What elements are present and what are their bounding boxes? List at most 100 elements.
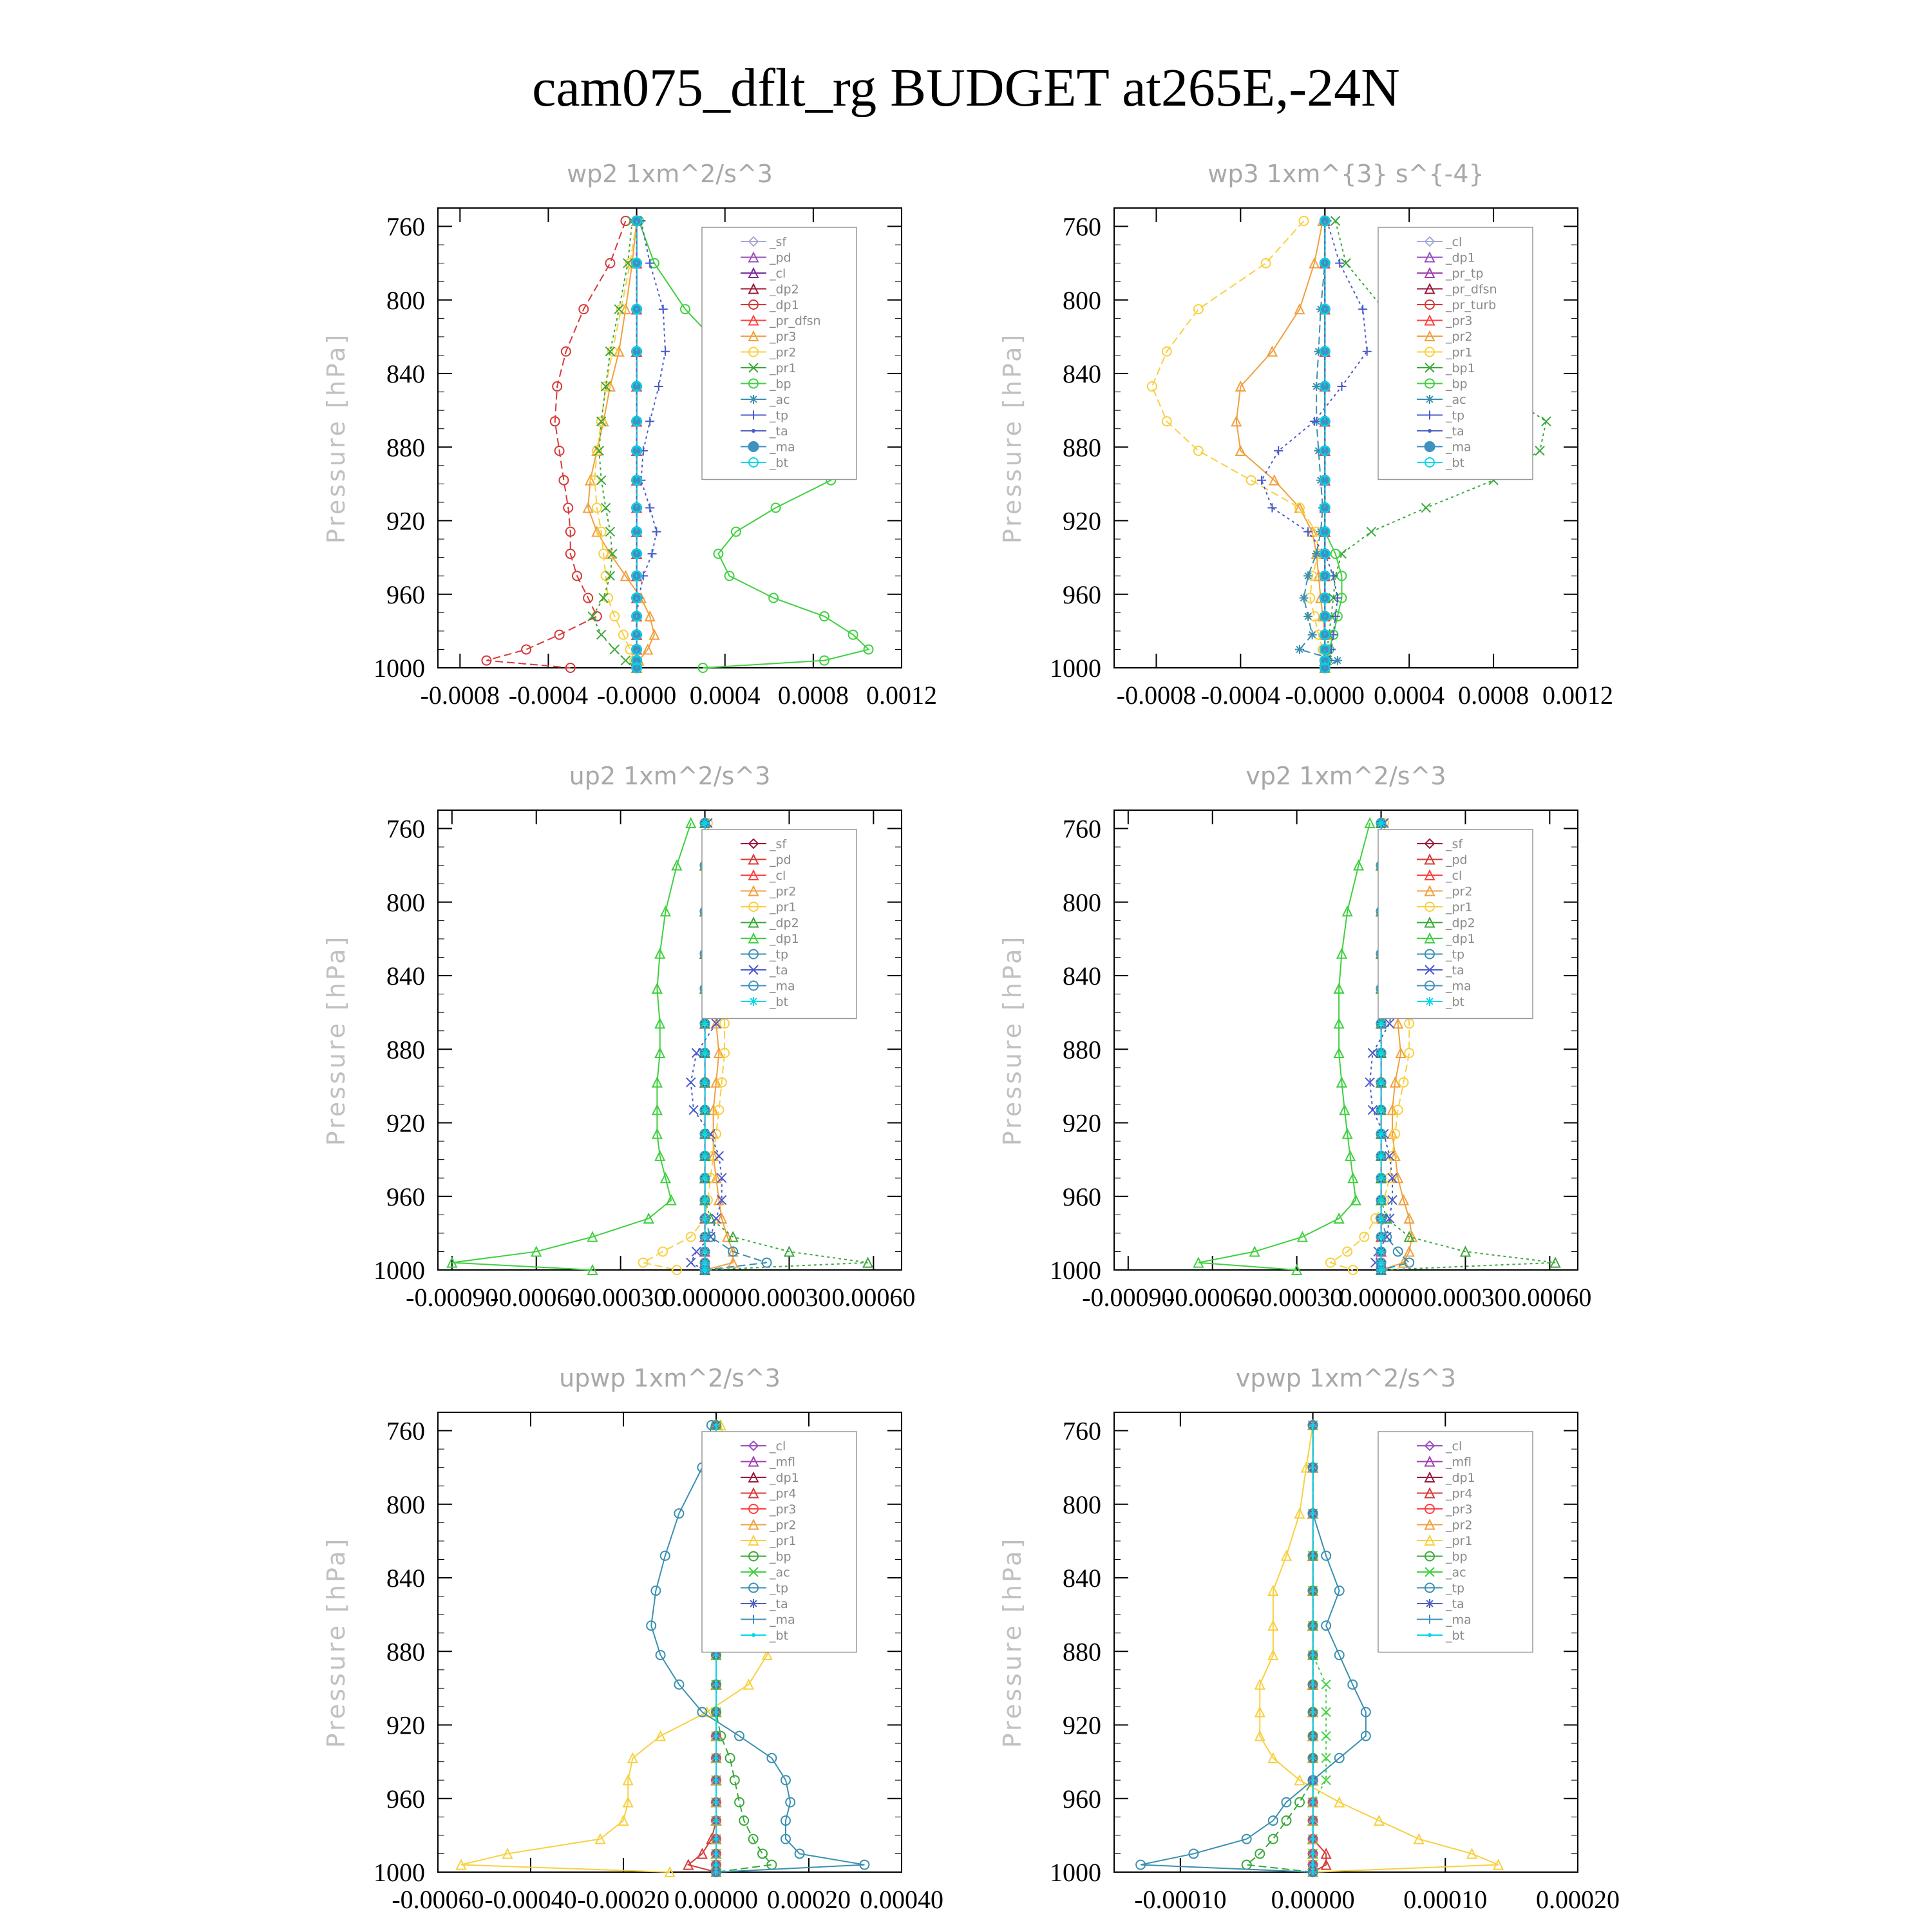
data-point bbox=[627, 1752, 639, 1763]
data-point bbox=[748, 1440, 759, 1452]
legend-label: _bp1 bbox=[1445, 361, 1475, 375]
data-point bbox=[1425, 457, 1435, 468]
panel-title: up2 1xm^2/s^3 bbox=[569, 762, 771, 790]
data-point bbox=[1255, 1848, 1265, 1859]
legend-label: _tp bbox=[769, 948, 788, 962]
data-point bbox=[748, 932, 759, 943]
legend-label: _pr4 bbox=[769, 1487, 796, 1501]
data-point bbox=[1397, 1256, 1410, 1268]
data-point bbox=[1254, 1730, 1265, 1741]
data-point bbox=[654, 1150, 666, 1161]
legend-entry: _ma bbox=[741, 440, 795, 455]
data-point bbox=[1231, 415, 1242, 427]
data-point bbox=[748, 885, 759, 896]
data-point bbox=[749, 410, 758, 420]
data-point bbox=[646, 1620, 657, 1631]
legend-label: _pr1 bbox=[1445, 346, 1472, 360]
data-point bbox=[862, 1256, 874, 1268]
y-tick-label: 960 bbox=[386, 1785, 425, 1814]
data-point bbox=[1424, 314, 1435, 326]
data-point bbox=[631, 381, 642, 392]
data-point bbox=[1425, 997, 1434, 1006]
data-point bbox=[748, 299, 759, 310]
legend-label: _tp bbox=[1445, 1582, 1464, 1596]
data-point bbox=[1321, 1753, 1331, 1763]
data-point bbox=[1330, 216, 1341, 226]
data-point bbox=[714, 1870, 718, 1874]
data-point bbox=[1425, 1551, 1435, 1562]
y-tick-label: 840 bbox=[1063, 1564, 1101, 1593]
data-point bbox=[654, 1018, 666, 1029]
y-tick-label: 880 bbox=[1063, 433, 1101, 462]
data-point bbox=[631, 526, 642, 537]
data-point bbox=[691, 1048, 702, 1058]
y-tick-label: 960 bbox=[1063, 1182, 1101, 1211]
legend-label: _cl bbox=[1445, 1439, 1462, 1454]
data-point bbox=[697, 663, 708, 673]
data-point bbox=[1392, 1246, 1403, 1257]
data-point bbox=[1384, 1213, 1395, 1224]
series-pr3 bbox=[582, 214, 660, 673]
legend-label: _pr2 bbox=[769, 346, 796, 360]
data-point bbox=[531, 1245, 542, 1257]
series-line bbox=[1198, 822, 1371, 1271]
data-point bbox=[1344, 1150, 1356, 1161]
legend-label: _bp bbox=[1445, 377, 1468, 392]
data-point bbox=[620, 215, 631, 226]
legend-entry: _ac bbox=[741, 1566, 790, 1580]
data-point bbox=[1193, 445, 1204, 456]
legend-frame bbox=[1378, 227, 1533, 480]
data-point bbox=[1376, 1077, 1386, 1087]
legend-entry: _ta bbox=[741, 1597, 788, 1611]
data-point bbox=[1311, 1862, 1315, 1867]
data-point bbox=[645, 503, 655, 513]
data-point bbox=[614, 304, 624, 314]
data-point bbox=[1376, 1173, 1386, 1183]
y-tick-label: 760 bbox=[1063, 815, 1101, 844]
legend-label: _pr1 bbox=[769, 361, 796, 375]
legend-label: _pr1 bbox=[769, 1534, 796, 1548]
data-point bbox=[1266, 345, 1278, 357]
data-point bbox=[1403, 1212, 1415, 1224]
data-point bbox=[1424, 932, 1435, 943]
x-tick-label: -0.00030 bbox=[1251, 1283, 1343, 1312]
data-point bbox=[674, 1508, 685, 1519]
data-point bbox=[748, 916, 759, 928]
x-tick-label: 0.00010 bbox=[1403, 1885, 1487, 1914]
data-point bbox=[1312, 549, 1321, 558]
legend-label: _dp2 bbox=[769, 283, 799, 297]
data-point bbox=[1342, 1246, 1353, 1257]
legend-entry: _pr2 bbox=[741, 1519, 796, 1533]
data-point bbox=[1428, 1633, 1432, 1637]
data-point bbox=[1281, 1797, 1292, 1808]
legend-label: _ma bbox=[1445, 1613, 1472, 1627]
data-point bbox=[1320, 475, 1331, 486]
x-tick-label: 0.00000 bbox=[663, 1283, 747, 1312]
data-point bbox=[713, 548, 724, 559]
data-point bbox=[1425, 1567, 1435, 1577]
data-point bbox=[1360, 1730, 1371, 1741]
legend-entry: _ta bbox=[1417, 963, 1464, 978]
data-point bbox=[1353, 859, 1365, 871]
data-point bbox=[1320, 644, 1331, 655]
data-point bbox=[1425, 1599, 1434, 1608]
data-point bbox=[859, 1859, 870, 1870]
x-tick-label: 0.00020 bbox=[1536, 1885, 1620, 1914]
legend-label: _tp bbox=[769, 409, 788, 423]
data-point bbox=[587, 1264, 598, 1275]
legend-entry: _sf bbox=[741, 235, 787, 249]
data-point bbox=[748, 1455, 759, 1467]
series-line bbox=[1259, 1425, 1499, 1873]
x-tick-label: -0.0008 bbox=[1117, 681, 1196, 710]
y-tick-label: 880 bbox=[386, 433, 425, 462]
legend-entry: _pr2 bbox=[741, 346, 796, 360]
data-point bbox=[651, 982, 663, 994]
data-point bbox=[655, 1649, 666, 1660]
data-point bbox=[649, 629, 660, 640]
data-point bbox=[671, 859, 683, 871]
data-point bbox=[1376, 1129, 1386, 1139]
data-point bbox=[1549, 1256, 1561, 1268]
data-point bbox=[583, 592, 594, 603]
legend-entry: _pr1 bbox=[1417, 900, 1472, 914]
data-point bbox=[1311, 1423, 1315, 1427]
